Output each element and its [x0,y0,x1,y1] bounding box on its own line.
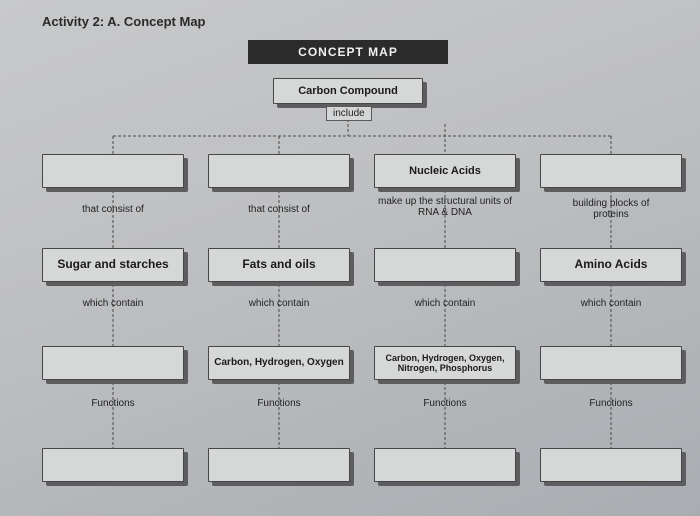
linker-func3: Functions [418,398,472,409]
linker-func2: Functions [252,398,306,409]
linker-contain2: which contain [240,298,318,309]
linker-consist1: that consist of [70,204,156,215]
title-bar: CONCEPT MAP [248,40,448,64]
linker-contain3: which contain [406,298,484,309]
linker-consist2: that consist of [236,204,322,215]
linker-func1: Functions [86,398,140,409]
root-label: Carbon Compound [273,78,423,104]
linker-contain4: which contain [572,298,650,309]
linker-building: building blocks of proteins [560,198,662,220]
linker-func4: Functions [584,398,638,409]
page-background: Activity 2: A. Concept Map CONCEPT MAP C… [0,0,700,516]
linker-include: include [326,106,372,121]
activity-heading: Activity 2: A. Concept Map [42,14,205,29]
linker-contain1: which contain [74,298,152,309]
linker-makeup: make up the structural units of RNA & DN… [378,196,512,218]
